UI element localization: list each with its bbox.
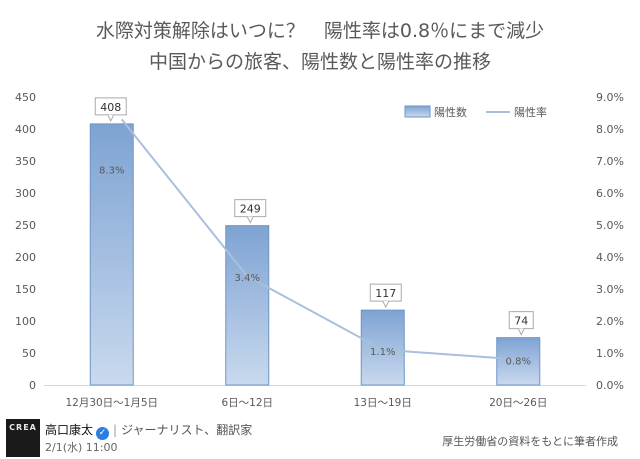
bar-value-callout-pointer — [107, 114, 115, 122]
bar — [225, 225, 270, 386]
bar — [89, 123, 134, 386]
author-role: ジャーナリスト、翻訳家 — [121, 423, 253, 437]
line-data-label: 3.4% — [235, 273, 260, 284]
x-axis-tick-label: 12月30日〜1月5日 — [65, 397, 158, 409]
bar — [360, 309, 405, 386]
bar-value-label: 74 — [514, 315, 528, 328]
bar — [496, 337, 541, 386]
line-data-label: 8.3% — [99, 165, 124, 176]
left-axis-tick-label: 300 — [15, 187, 36, 200]
x-axis-tick-label: 6日〜12日 — [221, 397, 273, 409]
right-axis-tick-label: 0.0% — [596, 379, 624, 392]
bar-value-label: 249 — [240, 203, 261, 216]
chart-subtitle: 中国からの旅客、陽性数と陽性率の推移 — [148, 51, 491, 73]
left-axis-tick-label: 350 — [15, 155, 36, 168]
right-axis-tick-label: 1.0% — [596, 347, 624, 360]
bar-value-callout-pointer — [246, 216, 254, 224]
legend-swatch-bar — [404, 105, 431, 118]
chart-panel: 水際対策解除はいつに？ 陽性率は0.8％にまで減少 中国からの旅客、陽性数と陽性… — [15, 20, 624, 409]
line-data-label: 1.1% — [370, 347, 395, 358]
left-axis-tick-label: 50 — [22, 347, 36, 360]
author-avatar[interactable]: CREA — [6, 419, 40, 457]
author-name[interactable]: 高口康太 — [45, 423, 94, 437]
line-series — [120, 118, 519, 361]
bar-value-label: 117 — [375, 287, 396, 300]
line-data-label: 0.8% — [506, 356, 531, 367]
left-axis-tick-label: 400 — [15, 123, 36, 136]
bar-value-callout-pointer — [382, 300, 390, 309]
source-note: 厚生労働省の資料をもとに筆者作成 — [442, 435, 618, 448]
byline-separator: | — [113, 423, 118, 437]
left-axis-tick-label: 0 — [29, 379, 36, 392]
right-axis-tick-label: 2.0% — [596, 315, 624, 328]
left-axis-tick-label: 200 — [15, 251, 36, 264]
x-axis-tick-label: 13日〜19日 — [354, 397, 412, 409]
publish-datetime: 2/1(水) 11:00 — [45, 441, 118, 454]
right-axis-tick-label: 3.0% — [596, 283, 624, 296]
right-axis-tick-label: 4.0% — [596, 251, 624, 264]
right-axis-tick-label: 6.0% — [596, 187, 624, 200]
chart-svg: 0 50 100 150 200 250 300 350 400 450 0.0% 1.0% 2.0% 3… — [15, 91, 624, 409]
left-axis-tick-label: 450 — [15, 91, 36, 104]
verified-badge-icon: ✓ — [96, 427, 110, 440]
bar-value-callout-pointer — [517, 328, 525, 336]
avatar-logo-text: CREA — [9, 423, 37, 432]
x-axis-tick-label: 20日〜26日 — [489, 397, 547, 409]
byline-footer: CREA 高口康太 ✓ | ジャーナリスト、翻訳家 2/1(水) 11:00 厚生労働… — [0, 415, 640, 459]
left-axis-tick-label: 150 — [15, 283, 36, 296]
legend-label-line: 陽性率 — [514, 105, 547, 119]
right-axis-tick-label: 9.0% — [596, 91, 624, 104]
author-row: 高口康太 ✓ | ジャーナリスト、翻訳家 — [45, 421, 252, 440]
right-axis-tick-label: 7.0% — [596, 155, 624, 168]
right-axis-tick-label: 5.0% — [596, 219, 624, 232]
left-axis-tick-label: 100 — [15, 315, 36, 328]
legend-label-bar: 陽性数 — [434, 105, 467, 119]
chart-title: 水際対策解除はいつに？ 陽性率は0.8％にまで減少 — [95, 20, 545, 42]
bar-value-label: 408 — [100, 101, 121, 114]
right-axis-tick-label: 8.0% — [596, 123, 624, 136]
left-axis-tick-label: 250 — [15, 219, 36, 232]
